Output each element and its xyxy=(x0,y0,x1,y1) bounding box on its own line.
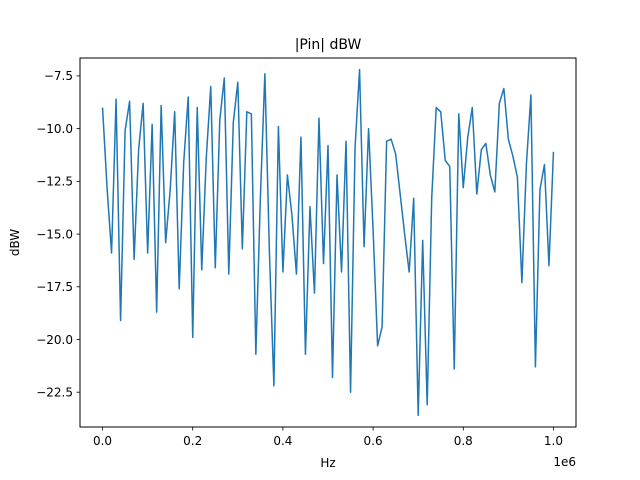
y-axis-ticks: −22.5 −20.0 −17.5 −15.0 −12.5 −10.0 −7.5 xyxy=(36,69,80,400)
x-tick-label: 0.2 xyxy=(183,434,202,448)
series-line xyxy=(101,68,555,417)
x-tick-label: 0.4 xyxy=(273,434,292,448)
x-tick-label: 1.0 xyxy=(544,434,563,448)
x-tick-label: 0.8 xyxy=(454,434,473,448)
y-axis-label: dBW xyxy=(8,229,22,256)
x-axis-label: Hz xyxy=(320,456,335,470)
axes-frame xyxy=(79,57,577,428)
x-axis-offset-text: 1e6 xyxy=(553,455,576,469)
y-tick-label: −17.5 xyxy=(36,280,73,294)
y-tick-label: −7.5 xyxy=(44,69,73,83)
plot-area xyxy=(101,68,555,417)
y-tick-label: −20.0 xyxy=(36,333,73,347)
chart-title: |Pin| dBW xyxy=(295,37,362,53)
x-axis-ticks: 0.0 0.2 0.4 0.6 0.8 1.0 xyxy=(93,427,563,448)
x-tick-label: 0.6 xyxy=(364,434,383,448)
x-tick-label: 0.0 xyxy=(93,434,112,448)
y-tick-label: −10.0 xyxy=(36,122,73,136)
y-tick-label: −22.5 xyxy=(36,386,73,400)
y-tick-label: −12.5 xyxy=(36,175,73,189)
y-tick-label: −15.0 xyxy=(36,227,73,241)
